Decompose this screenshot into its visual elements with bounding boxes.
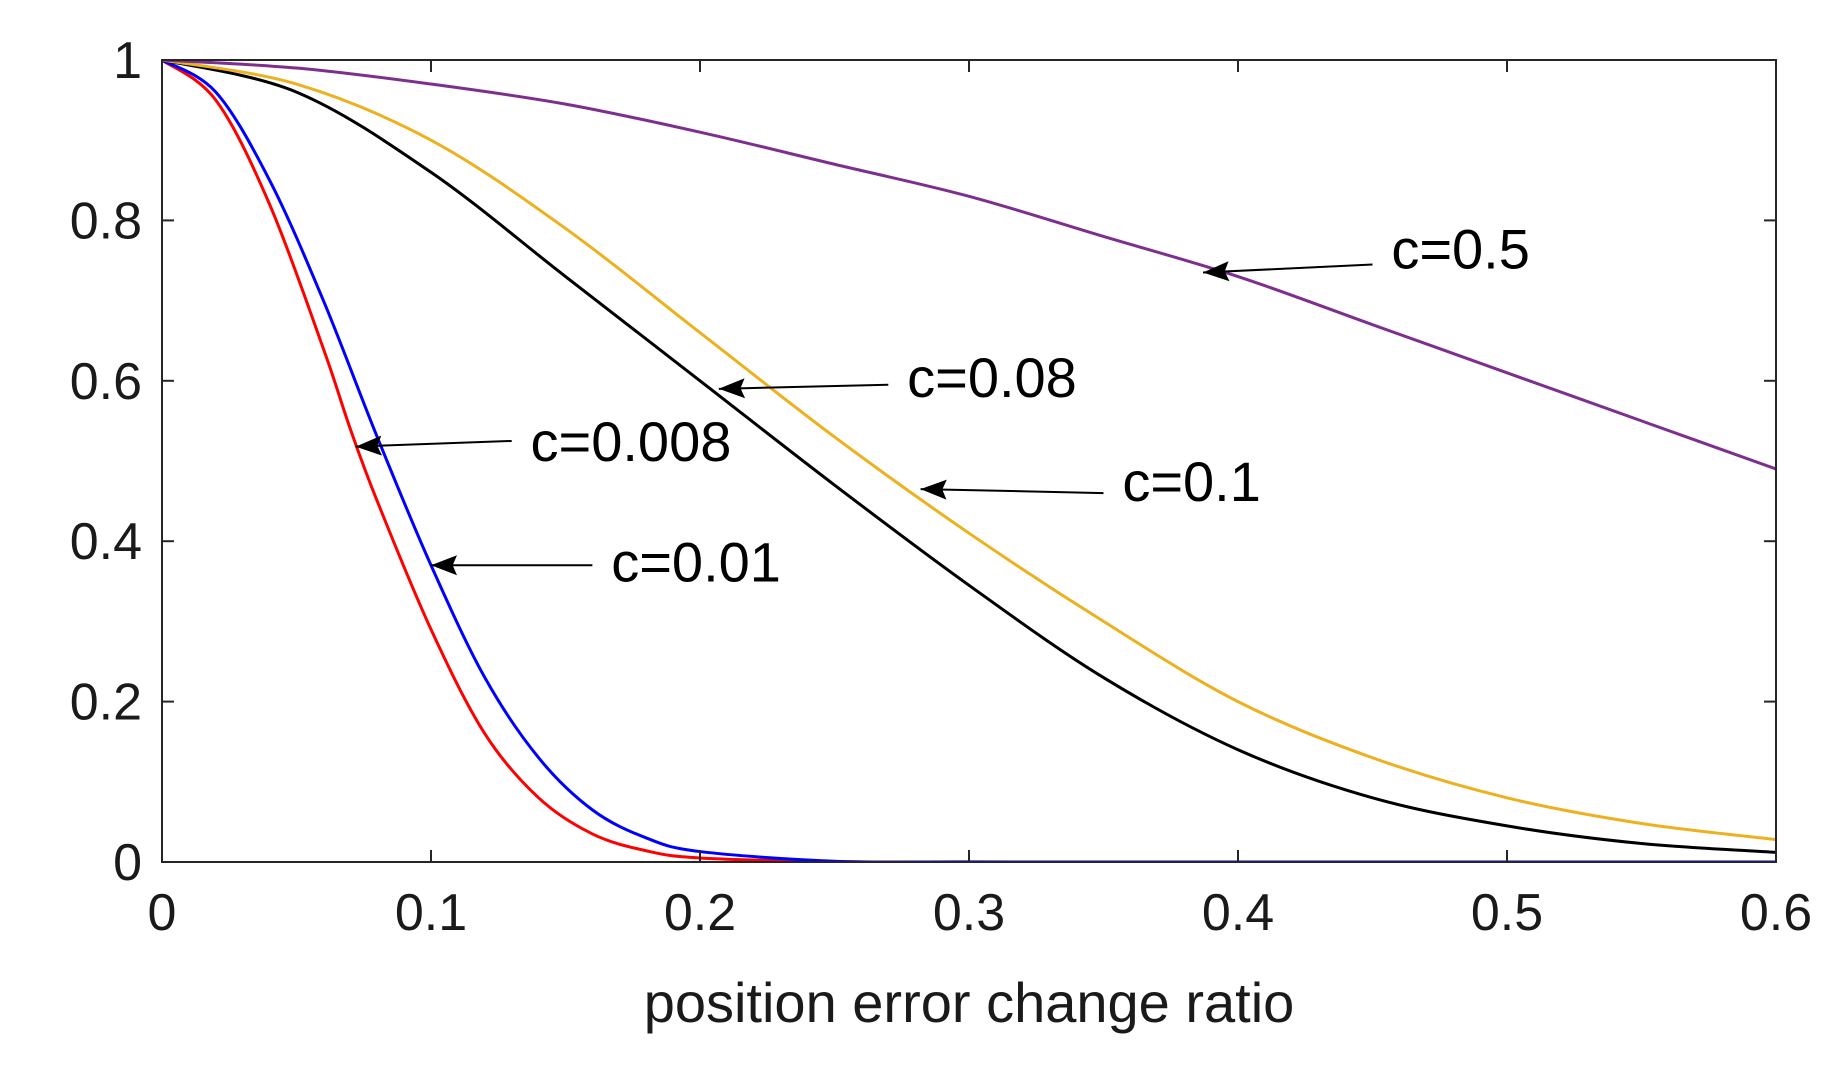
annotation-arrowhead: [1203, 261, 1230, 282]
annotation-arrowhead: [718, 378, 746, 399]
y-tick-label: 0.2: [70, 674, 142, 732]
y-tick-label: 0.6: [70, 353, 142, 411]
x-tick-label: 0.4: [1202, 884, 1274, 942]
x-tick-label: 0.6: [1740, 884, 1812, 942]
x-tick-label: 0.1: [395, 884, 467, 942]
y-tick-label: 0.8: [70, 192, 142, 250]
annotation-arrow-line: [718, 383, 889, 390]
series-line-c-0-01: [162, 60, 1776, 862]
x-tick-label: 0: [148, 884, 177, 942]
annotation-label: c=0.08: [907, 346, 1077, 409]
x-tick-label: 0.5: [1471, 884, 1543, 942]
annotation-arrowhead: [431, 555, 457, 576]
y-tick-label: 0.4: [70, 513, 142, 571]
ticks-layer: 0 0.1 0.2 0.3 0.4 0.5 0.6 0 0.2 0.4 0.6 0.8 1: [70, 32, 1812, 942]
y-tick-label: 0: [113, 834, 142, 892]
annotation-label: c=0.5: [1391, 218, 1530, 281]
annotation-arrow-line: [355, 439, 512, 448]
annotation-arrow-line: [920, 488, 1104, 495]
annotation-label: c=0.01: [611, 530, 781, 593]
series-line-c-0-1: [162, 60, 1776, 842]
annotations-layer: c=0.5 c=0.08 c=0.1 c=0.008 c=0.01: [355, 218, 1530, 593]
x-tick-label: 0.3: [933, 884, 1005, 942]
y-tick-label: 1: [113, 32, 142, 90]
annotation-arrowhead: [355, 435, 382, 456]
x-tick-label: 0.2: [664, 884, 736, 942]
annotation-label: c=0.1: [1122, 450, 1261, 513]
series-line-c-0-08: [162, 60, 1776, 854]
x-axis-label: position error change ratio: [644, 971, 1295, 1034]
annotation-label: c=0.008: [531, 410, 732, 473]
annotation-arrow-line: [1202, 263, 1373, 274]
series-line-c-0-5: [162, 60, 1776, 471]
annotation-arrowhead: [920, 479, 947, 500]
